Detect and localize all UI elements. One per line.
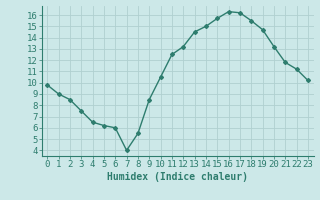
- X-axis label: Humidex (Indice chaleur): Humidex (Indice chaleur): [107, 172, 248, 182]
